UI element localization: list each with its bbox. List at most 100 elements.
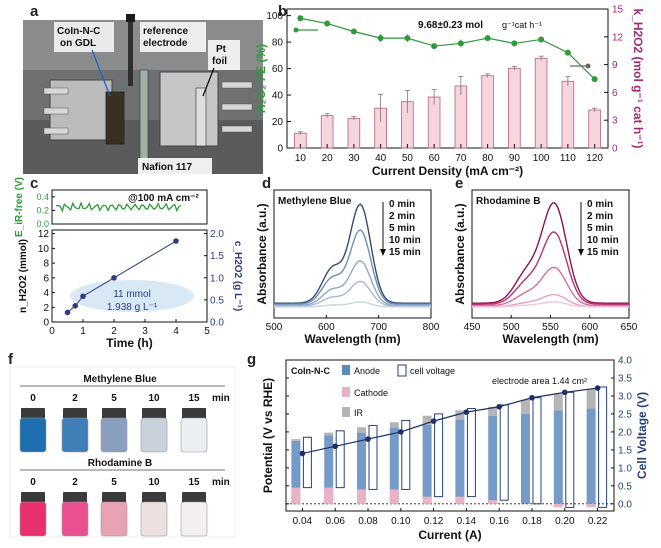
xtick-label-g: 0.06 <box>325 516 345 527</box>
point-cell-voltage-0.04 <box>300 451 306 457</box>
point-cell-voltage-0.18 <box>529 395 535 401</box>
bar-ir-0.18 <box>521 400 530 414</box>
bar-cathode-0.16 <box>488 500 497 504</box>
gdl-electrode <box>106 92 124 144</box>
vial-cap-rb <box>63 492 87 503</box>
vial-mb-15 <box>181 418 207 452</box>
box-cell-0.08 <box>369 425 377 489</box>
panel-c: c 0.00.20.4 @100 mA cm⁻²E_iR-free (V)0246… <box>14 175 243 350</box>
time-label-mb: 15 <box>188 393 200 404</box>
time-label-rb: 0 <box>30 477 36 488</box>
ylabel-g-left: Potential (V vs RHE) <box>261 378 275 493</box>
ylabel-left-b: H₂O₂ FE (%) <box>254 44 268 113</box>
ytick-label-g-right: 0.5 <box>618 481 632 492</box>
vial-rb-5 <box>101 502 127 536</box>
ytick-label-g-right: 4.0 <box>618 356 632 367</box>
label-foil: foil <box>212 56 227 67</box>
ytick-label-c-right: 1.5 <box>210 251 224 262</box>
label-nafion: Nafion 117 <box>142 162 192 173</box>
bar-ir-0.08 <box>357 427 366 432</box>
label-electrode: electrode <box>143 38 188 49</box>
bar-ir-0.10 <box>390 422 399 427</box>
vial-rb-15 <box>181 502 207 536</box>
ytick-label-right-b: 9 <box>612 60 618 71</box>
ytick-label-left-b: 60 <box>272 64 284 75</box>
panel-g: g 0.00.51.01.52.02.53.03.54.00.04 0.06 0.0… <box>247 351 649 542</box>
bar-ir-0.06 <box>324 433 333 436</box>
xlabel-b: Current Density (mA cm⁻²) <box>372 164 523 178</box>
annotation-b: 9.68±0.23 mol <box>418 20 483 31</box>
bar-k-70 <box>455 86 467 148</box>
bar-ir-0.20 <box>554 394 563 410</box>
xtick-label-b: 80 <box>482 153 494 164</box>
time-unit-mb: min <box>212 393 230 404</box>
box-cell-0.12 <box>435 414 443 497</box>
ylabel-c-right: c_H2O2 (g L⁻¹) <box>232 241 243 311</box>
point-cell-voltage-0.06 <box>332 443 338 449</box>
point-cell-voltage-0.14 <box>464 409 470 415</box>
point-cell-voltage-0.08 <box>365 436 371 442</box>
ytick-label-g-right: 0.0 <box>618 499 632 510</box>
bar-anode-0.18 <box>521 414 530 504</box>
ylabel-chart-d: Absorbance (a.u.) <box>255 203 269 304</box>
time-label-mb: 10 <box>148 393 160 404</box>
bar-cathode-0.12 <box>423 497 432 504</box>
ytick-label-right-b: 15 <box>612 5 624 16</box>
time-label-rb: 10 <box>148 477 160 488</box>
point-fe-80 <box>485 35 491 41</box>
ytick-label-left-b: 40 <box>272 91 284 102</box>
bar-k-120 <box>589 110 601 148</box>
ylabel-c-top: E_iR-free (V) <box>14 177 25 237</box>
panel-a: a CoIn-N-C on GDL reference <box>23 3 263 174</box>
figure-root: a CoIn-N-C on GDL reference <box>0 0 661 548</box>
bar-anode-0.14 <box>455 419 464 503</box>
legend-chart-d-4: 15 min <box>389 247 421 258</box>
pt-foil <box>196 88 206 146</box>
time-label-mb: 0 <box>30 393 36 404</box>
point-cell-voltage-0.20 <box>562 390 568 396</box>
ytick-label-c-right: 1.0 <box>210 273 224 284</box>
label-catalyst-gdl: on GDL <box>60 38 96 49</box>
ytick-label-c-top: 0.2 <box>36 205 49 215</box>
vial-cap-mb <box>182 408 206 419</box>
legend-chart-e-1: 2 min <box>587 211 613 222</box>
arrow-fe-head <box>294 28 299 33</box>
point-fe-20 <box>324 21 330 27</box>
vial-mb-0 <box>20 418 46 452</box>
spectrum-chart-e-2 <box>472 268 629 306</box>
xtick-label-g: 0.12 <box>424 516 444 527</box>
xlabel-c: Time (h) <box>106 336 152 350</box>
panel-letter-f: f <box>8 351 14 368</box>
ytick-label-c-right: 0.5 <box>210 295 224 306</box>
xtick-label-chart-d: 500 <box>266 322 283 333</box>
xlabel-chart-d: Wavelength (nm) <box>304 332 400 346</box>
bar-cathode-0.08 <box>357 489 366 503</box>
xtick-label-b: 120 <box>586 153 603 164</box>
ytick-label-right-b: 0 <box>612 144 618 155</box>
time-label-mb: 2 <box>72 393 78 404</box>
xlabel-g: Current (A) <box>418 528 481 542</box>
ytick-label-c-right: 0.0 <box>210 318 224 329</box>
bar-anode-0.16 <box>488 416 497 504</box>
point-n-h2o2 <box>111 275 117 281</box>
panel-letter-e: e <box>455 175 463 192</box>
panel-letter-g: g <box>247 351 256 368</box>
box-cell-0.18 <box>533 398 541 504</box>
ytick-label-g-right: 2.5 <box>618 409 632 420</box>
xtick-label-c: 5 <box>204 326 210 337</box>
xtick-label-b: 50 <box>402 153 414 164</box>
legend-arrow-head-chart-e <box>578 249 584 256</box>
xtick-label-chart-e: 650 <box>621 322 638 333</box>
panel-f: f Methylene BlueRhodamine B0 2 5 10 15 min0 2 5… <box>8 351 235 537</box>
vial-cap-rb <box>142 492 166 503</box>
bar-k-60 <box>428 97 440 148</box>
xtick-label-chart-e: 450 <box>464 322 481 333</box>
legend-chart-d-0: 0 min <box>389 199 415 210</box>
ytick-label-left-b: 20 <box>272 117 284 128</box>
point-fe-90 <box>511 40 517 46</box>
bar-cathode-0.20 <box>554 504 563 508</box>
xtick-label-b: 70 <box>455 153 467 164</box>
time-label-mb: 5 <box>111 393 117 404</box>
title-chart-d: Methylene Blue <box>278 196 352 207</box>
